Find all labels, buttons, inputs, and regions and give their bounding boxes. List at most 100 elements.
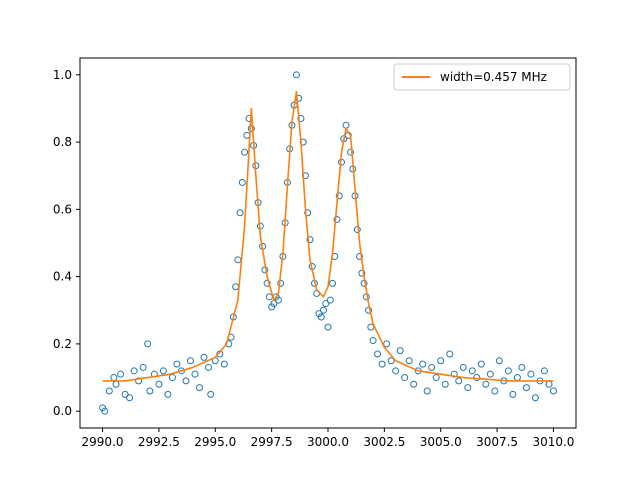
data-point [486, 370, 494, 378]
data-point [164, 390, 172, 398]
legend-label-fit: width=0.457 MHz [440, 70, 547, 84]
data-point [396, 347, 404, 355]
data-point [374, 350, 382, 358]
data-point [130, 367, 138, 375]
data-point [182, 377, 190, 385]
data-point [491, 387, 499, 395]
data-point [306, 236, 314, 244]
data-point [531, 394, 539, 402]
data-point [263, 279, 271, 287]
data-point [335, 192, 343, 200]
data-point [482, 380, 490, 388]
plot-area [79, 57, 577, 429]
x-tick-label: 2990.0 [82, 435, 124, 449]
data-point [423, 387, 431, 395]
data-point [401, 374, 409, 382]
data-point [441, 380, 449, 388]
data-point [392, 367, 400, 375]
data-point [186, 357, 194, 365]
data-point [410, 380, 418, 388]
y-tick-label: 0.6 [53, 202, 72, 216]
data-point [168, 374, 176, 382]
x-tick-label: 3007.5 [476, 435, 518, 449]
data-point [101, 407, 109, 415]
data-point [495, 357, 503, 365]
data-point [117, 370, 125, 378]
data-point [432, 374, 440, 382]
data-point [522, 384, 530, 392]
data-point [146, 387, 154, 395]
data-point [195, 384, 203, 392]
y-axis: 0.0 0.2 0.4 0.6 0.8 1.0 [53, 68, 80, 418]
data-point [220, 360, 228, 368]
data-point [319, 306, 327, 314]
data-point [464, 384, 472, 392]
data-point [126, 394, 134, 402]
series-layer [99, 71, 557, 415]
y-tick-label: 0.0 [53, 404, 72, 418]
y-tick-label: 0.8 [53, 135, 72, 149]
legend-box [393, 63, 571, 91]
data-point [247, 125, 255, 133]
data-point [121, 390, 129, 398]
data-point [304, 209, 312, 217]
x-tick-label: 3002.5 [363, 435, 405, 449]
data-point [477, 360, 485, 368]
data-point [333, 215, 341, 223]
data-point [241, 148, 249, 156]
data-point [518, 363, 526, 371]
x-axis: 2990.0 2992.5 2995.0 2997.5 3000.0 3002.5 3005… [82, 428, 574, 449]
x-tick-label: 3010.0 [532, 435, 574, 449]
data-point [509, 390, 517, 398]
data-point [159, 367, 167, 375]
data-point [236, 209, 244, 217]
data-point [459, 363, 467, 371]
y-tick-label: 1.0 [53, 68, 72, 82]
data-point [549, 387, 557, 395]
data-point [329, 279, 337, 287]
fit-line [102, 90, 554, 382]
data-point [468, 367, 476, 375]
x-tick-label: 3000.0 [307, 435, 349, 449]
data-point [274, 296, 282, 304]
data-point [292, 71, 300, 79]
data-point [173, 360, 181, 368]
data-point [437, 357, 445, 365]
data-point [144, 340, 152, 348]
data-point [207, 390, 215, 398]
data-point [428, 363, 436, 371]
x-tick-label: 2992.5 [138, 435, 180, 449]
data-point [347, 148, 355, 156]
x-tick-label: 2997.5 [251, 435, 293, 449]
data-point [365, 306, 373, 314]
data-point [358, 269, 366, 277]
data-point [356, 252, 364, 260]
data-point [324, 323, 332, 331]
data-point [135, 377, 143, 385]
data-point [205, 363, 213, 371]
x-tick-label: 2995.0 [194, 435, 236, 449]
data-point [317, 313, 325, 321]
y-tick-label: 0.2 [53, 337, 72, 351]
data-point [238, 178, 246, 186]
data-point [191, 370, 199, 378]
legend: width=0.457 MHz [393, 63, 571, 91]
x-tick-label: 3005.0 [420, 435, 462, 449]
data-point [540, 367, 548, 375]
data-point [446, 350, 454, 358]
data-point [353, 226, 361, 234]
data-point [450, 370, 458, 378]
data-point [405, 357, 413, 365]
data-point [527, 370, 535, 378]
data-point [455, 377, 463, 385]
data-point [155, 380, 163, 388]
data-point [177, 367, 185, 375]
data-point [322, 300, 330, 308]
y-tick-label: 0.4 [53, 270, 72, 284]
data-point [105, 387, 113, 395]
data-point [297, 115, 305, 123]
data-point [369, 337, 377, 345]
data-point [326, 296, 334, 304]
data-point [419, 360, 427, 368]
